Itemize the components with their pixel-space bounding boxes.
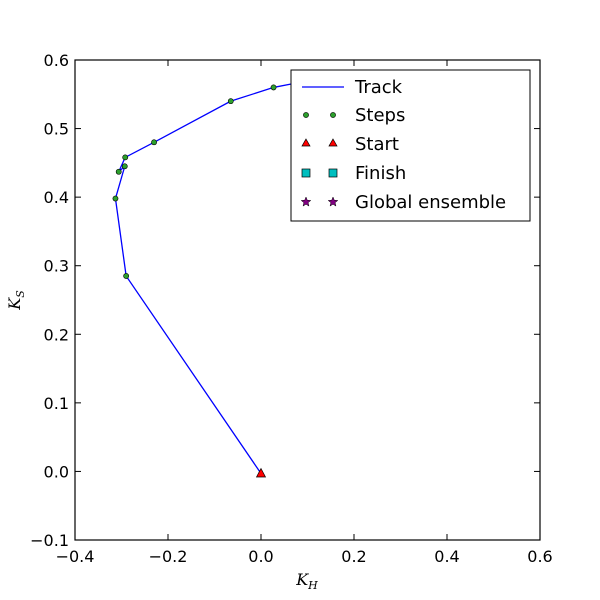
legend-global-ensemble-marker [300, 196, 312, 207]
legend-entry-track: Track [302, 77, 403, 98]
x-tick-label: 0.0 [248, 547, 273, 566]
y-tick-label: 0.0 [44, 462, 69, 481]
legend-entry-start: Start [301, 134, 399, 155]
axes-frame [74, 59, 541, 541]
step-point [121, 163, 128, 170]
legend-entry-steps: Steps [303, 105, 405, 126]
x-tick-label: −0.2 [149, 547, 188, 566]
legend-start-marker [301, 138, 311, 147]
start-marker [255, 467, 267, 478]
y-axis-label: KS [5, 290, 27, 311]
y-tick-label: 0.3 [44, 257, 69, 276]
y-tick-label: 0.2 [44, 325, 69, 344]
legend-finish-marker [301, 168, 311, 178]
legend-track-label: Track [354, 77, 403, 98]
legend: Track Steps Start Finish Global ensemble [290, 69, 531, 222]
y-tick-label: 0.1 [44, 394, 69, 413]
y-tick-label: 0.6 [44, 51, 69, 70]
step-point [123, 273, 130, 279]
x-axis-label: KH [295, 570, 318, 592]
legend-start-marker [328, 138, 338, 147]
track-line [114, 83, 292, 474]
x-tick-label: 0.4 [434, 547, 459, 566]
step-point [151, 139, 157, 146]
legend-steps-label: Steps [355, 105, 405, 126]
legend-finish-marker [328, 168, 338, 178]
legend-start-label: Start [355, 134, 399, 155]
step-point [227, 98, 234, 105]
plot-area [112, 83, 292, 478]
legend-steps-marker [303, 112, 309, 118]
legend-steps-marker [330, 112, 336, 118]
y-tick-label: 0.4 [44, 188, 69, 207]
x-tick-label: 0.2 [341, 547, 366, 566]
legend-entry-global-ensemble: Global ensemble [300, 192, 506, 213]
legend-entry-finish: Finish [301, 163, 406, 184]
legend-finish-label: Finish [355, 163, 406, 184]
step-point [122, 154, 129, 161]
legend-global-ensemble-marker [327, 196, 339, 207]
axis-ticks: −0.4 −0.2 0.0 0.2 0.4 0.6 −0.1 0.0 0.1 0.2 0.3 0.4 0… [30, 51, 553, 566]
x-tick-label: −0.4 [56, 547, 95, 566]
y-tick-label: 0.5 [44, 120, 69, 139]
step-point [115, 168, 122, 175]
step-point [112, 195, 119, 202]
x-tick-label: 0.6 [527, 547, 552, 566]
step-point [270, 84, 277, 91]
legend-global-ensemble-label: Global ensemble [355, 192, 506, 213]
y-tick-label: −0.1 [30, 531, 69, 550]
